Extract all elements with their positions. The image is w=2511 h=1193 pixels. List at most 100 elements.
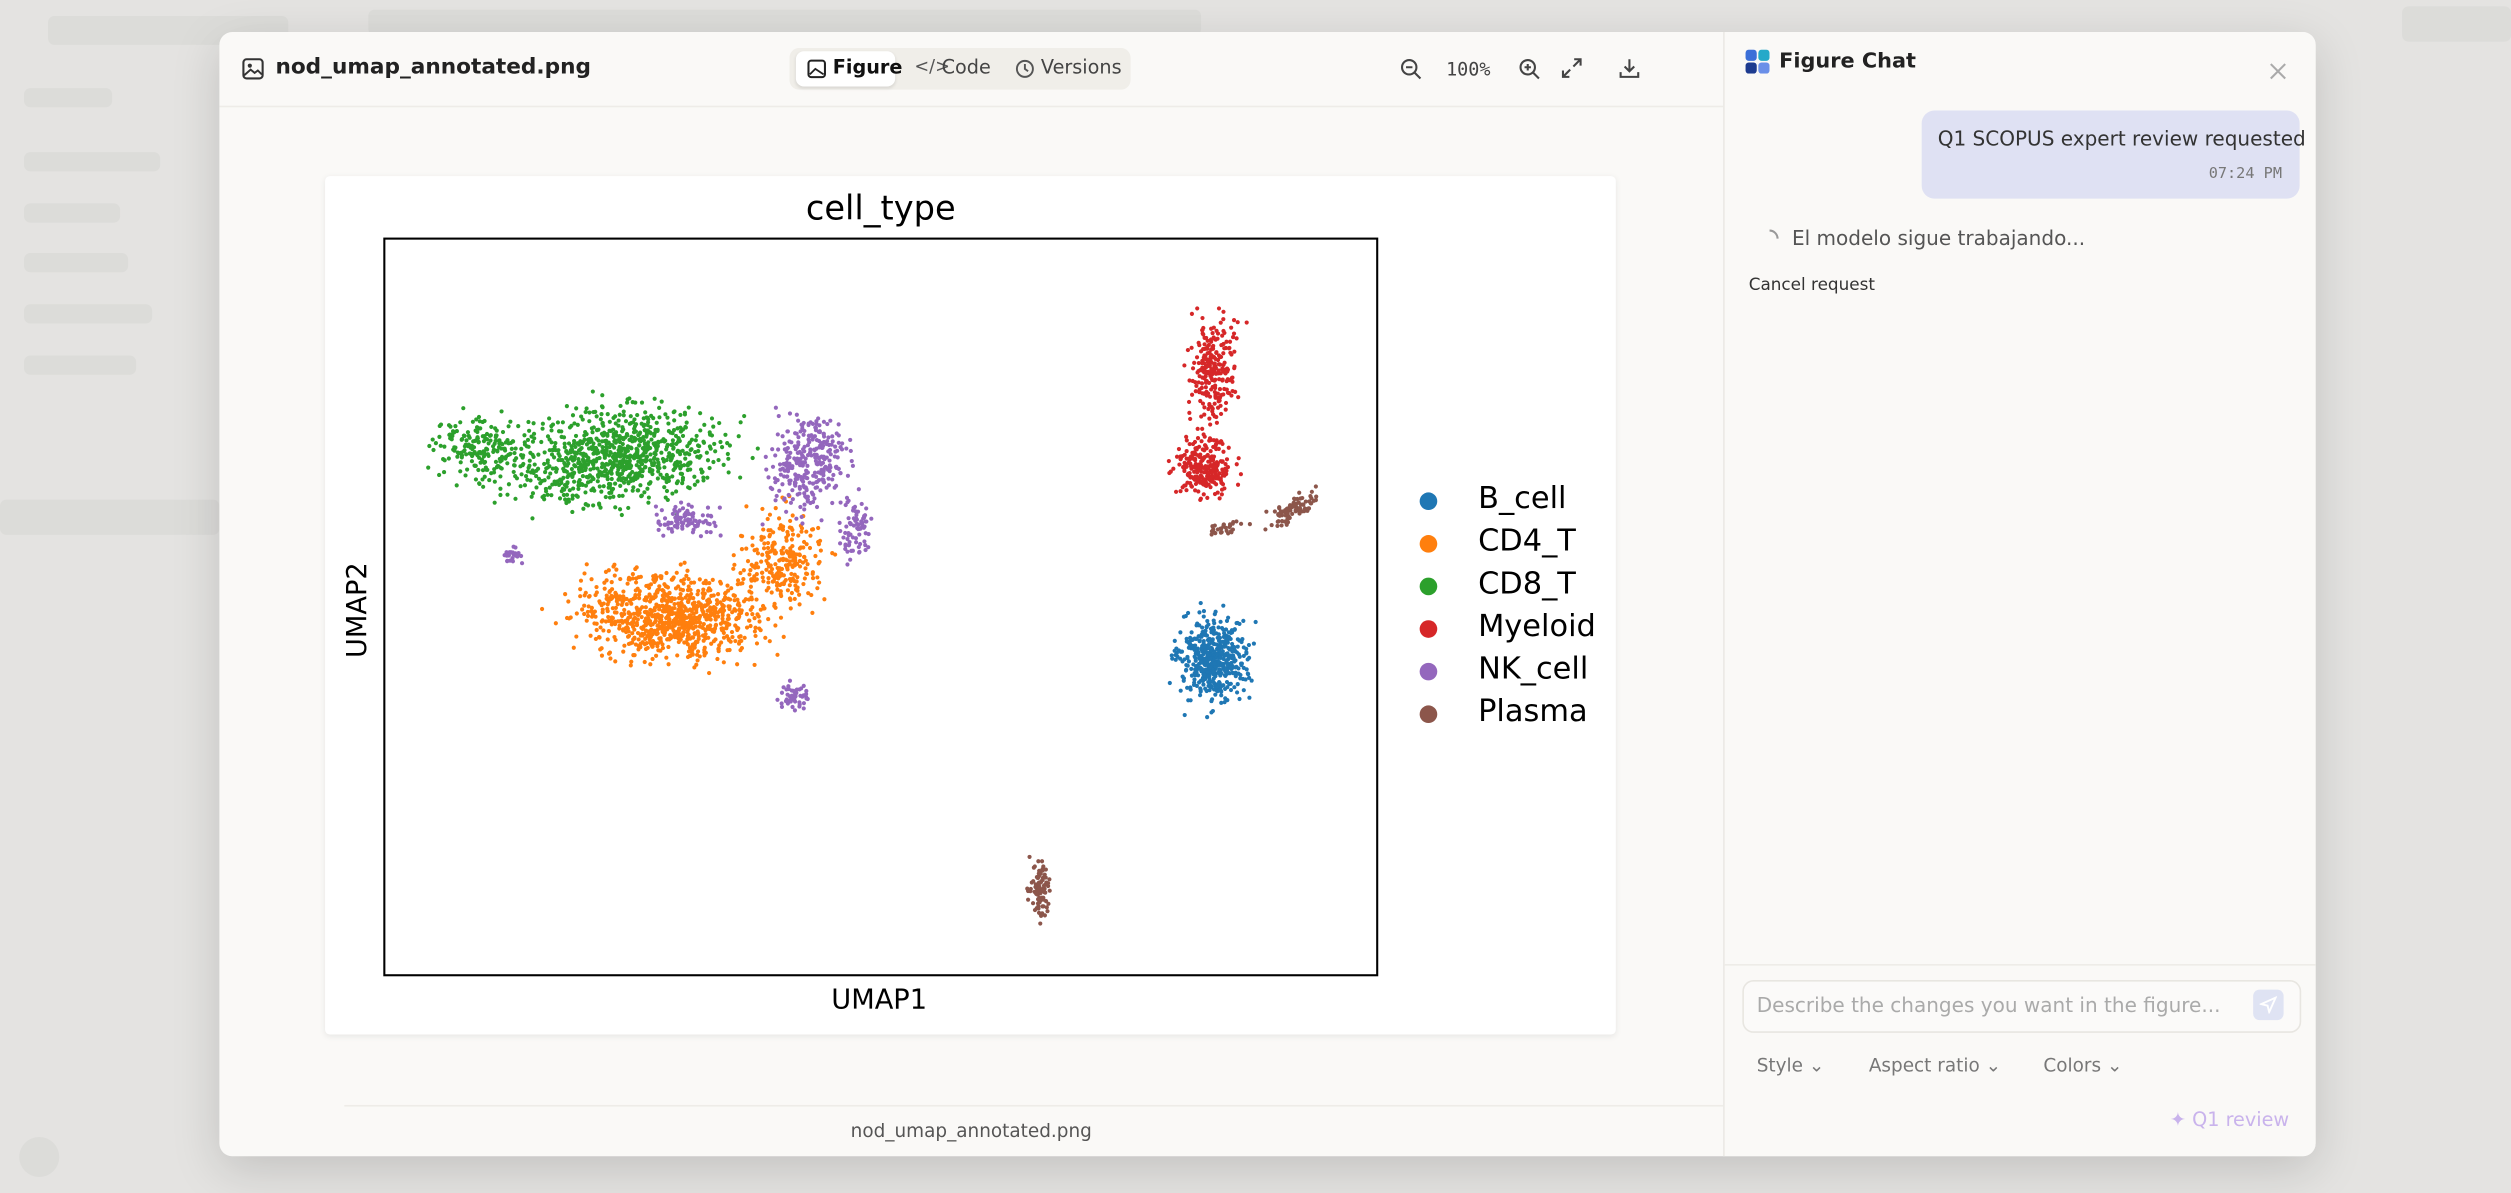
scatter-point: [615, 602, 620, 607]
scatter-point: [806, 433, 811, 438]
scatter-point: [1031, 879, 1036, 884]
scatter-point: [657, 604, 662, 609]
scatter-point: [767, 532, 773, 537]
scatter-point: [505, 461, 510, 466]
scatter-point: [508, 550, 514, 555]
scatter-point: [1046, 881, 1051, 886]
scatter-point: [759, 559, 764, 564]
scatter-point: [689, 504, 694, 509]
scatter-point: [1223, 696, 1228, 701]
scatter-point: [713, 449, 718, 454]
scatter-point: [854, 540, 859, 545]
option-dropdown[interactable]: Aspect ratio ⌄: [1869, 1054, 2001, 1076]
scatter-point: [736, 641, 742, 646]
scatter-point: [613, 659, 618, 664]
scatter-point: [814, 437, 819, 443]
scatter-point: [793, 472, 798, 477]
scatter-point: [512, 463, 517, 468]
scatter-point: [776, 413, 781, 419]
scatter-point: [585, 474, 590, 479]
scatter-point: [786, 687, 791, 692]
fullscreen[interactable]: [1561, 58, 1582, 79]
close-button[interactable]: [2269, 62, 2287, 80]
option-dropdown[interactable]: Colors ⌄: [2043, 1054, 2122, 1076]
scatter-point: [1313, 484, 1318, 489]
chat-input[interactable]: [1742, 980, 2302, 1033]
scatter-point: [703, 628, 708, 633]
scatter-point: [1217, 440, 1222, 445]
scatter-point: [506, 482, 512, 487]
scatter-point: [729, 629, 735, 635]
scatter-point: [794, 516, 799, 521]
scatter-point: [494, 465, 499, 470]
scatter-point: [639, 614, 644, 620]
scatter-point: [1226, 634, 1232, 640]
scatter-point: [613, 481, 618, 486]
tab-figure[interactable]: Figure: [832, 56, 903, 79]
scatter-point: [678, 500, 684, 505]
scatter-point: [605, 606, 610, 611]
scatter-point: [1200, 447, 1205, 452]
scatter-point: [858, 526, 863, 531]
scatter-point: [1212, 361, 1217, 366]
scatter-point: [1201, 614, 1206, 619]
scatter-point: [451, 447, 456, 452]
review-button[interactable]: ✦ Q1 review: [2169, 1108, 2290, 1131]
scatter-point: [729, 586, 734, 591]
scatter-point: [600, 439, 605, 444]
zoom-in[interactable]: [1518, 58, 1540, 80]
scatter-point: [655, 457, 660, 462]
tab-code[interactable]: Code: [941, 56, 991, 79]
scatter-point: [688, 653, 693, 659]
scatter-point: [1201, 482, 1206, 487]
scatter-point: [659, 617, 664, 622]
scatter-point: [593, 592, 598, 598]
scatter-point: [1173, 657, 1178, 662]
scatter-point: [708, 623, 713, 628]
scatter-point: [641, 416, 646, 421]
scatter-point: [584, 406, 589, 411]
scatter-point: [450, 433, 455, 439]
scatter-point: [561, 492, 566, 498]
scatter-point: [1231, 671, 1236, 676]
scatter-point: [1219, 492, 1224, 497]
tab-versions[interactable]: Versions: [1040, 56, 1122, 79]
scatter-point: [513, 474, 518, 479]
scatter-point: [1221, 317, 1226, 322]
scatter-point: [1219, 487, 1225, 492]
scatter-point: [1214, 328, 1219, 333]
scatter-point: [580, 441, 585, 446]
scatter-point: [674, 615, 679, 620]
scatter-point: [797, 484, 802, 490]
scatter-point: [653, 573, 658, 578]
scatter-point: [592, 458, 597, 463]
scatter-point: [553, 621, 558, 626]
scatter-point: [672, 635, 677, 640]
scatter-point: [604, 596, 609, 601]
scatter-point: [620, 493, 625, 498]
scatter-point: [549, 493, 554, 498]
scatter-point: [666, 520, 671, 525]
scatter-point: [790, 527, 795, 532]
scatter-point: [660, 646, 666, 651]
download[interactable]: [1619, 58, 1640, 79]
scatter-point: [1203, 657, 1208, 662]
scatter-point: [685, 636, 690, 641]
scatter-point: [775, 652, 780, 657]
scatter-point: [672, 418, 677, 423]
scatter-point: [1236, 395, 1241, 400]
bg-nav: [24, 152, 161, 172]
option-dropdown[interactable]: Style ⌄: [1757, 1054, 1825, 1076]
scatter-point: [1201, 432, 1206, 437]
scatter-point: [1231, 318, 1237, 323]
scatter-point: [827, 449, 832, 454]
send-button[interactable]: [2253, 989, 2284, 1021]
zoom-out[interactable]: [1400, 58, 1422, 80]
scatter-point: [739, 610, 744, 615]
scatter-point: [628, 453, 633, 458]
scatter-point: [772, 541, 777, 546]
legend-label: NK_cell: [1478, 652, 1588, 687]
cancel-request[interactable]: Cancel request: [1748, 275, 1875, 295]
scatter-point: [652, 396, 657, 401]
scatter-point: [785, 469, 791, 474]
